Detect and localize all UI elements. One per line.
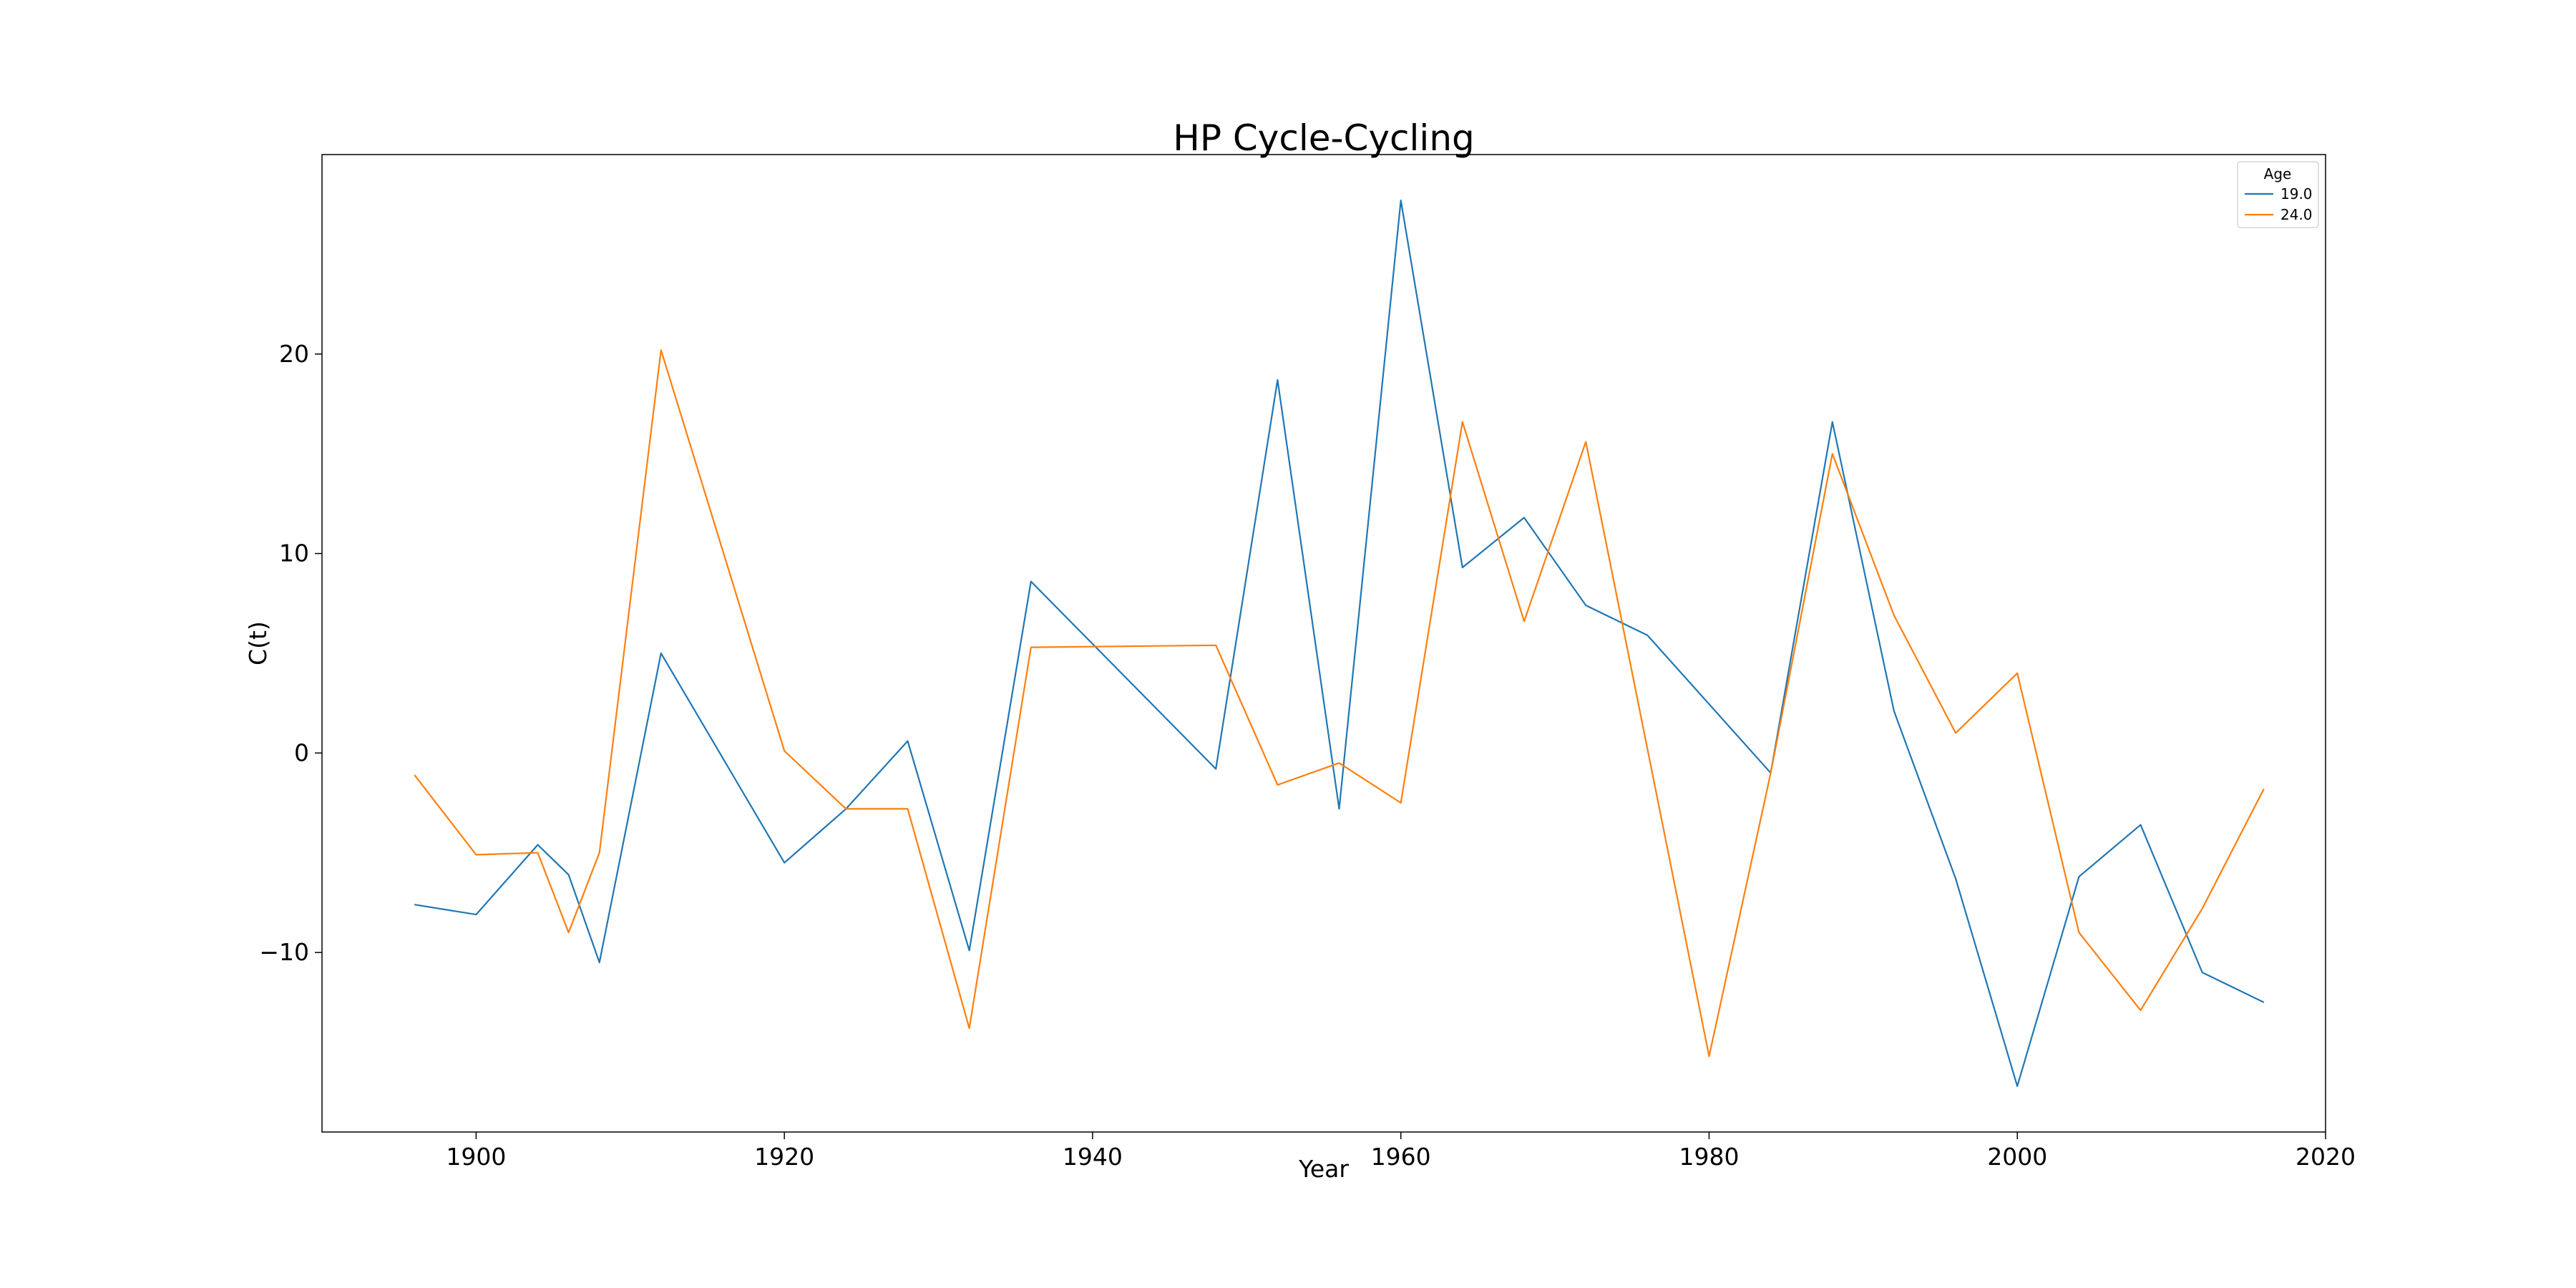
legend-box bbox=[2237, 161, 2319, 228]
x-tick-label: 1940 bbox=[1063, 1143, 1123, 1171]
x-axis-label: Year bbox=[1298, 1155, 1349, 1183]
plot-area: 1900 1920 1940 1960 1980 2000 2020 −10 0 10 20 bbox=[259, 154, 2356, 1171]
y-tick-label: −10 bbox=[259, 938, 309, 966]
y-axis-label: C(t) bbox=[244, 621, 272, 665]
x-tick-label: 1960 bbox=[1371, 1143, 1431, 1171]
legend: Age 19.0 24.0 bbox=[2237, 161, 2319, 228]
y-tick-label: 0 bbox=[294, 738, 309, 766]
y-axis: −10 0 10 20 bbox=[259, 340, 322, 966]
legend-entry-24.0: 24.0 bbox=[2280, 206, 2313, 223]
x-tick-label: 2020 bbox=[2296, 1143, 2356, 1171]
plot-frame bbox=[321, 154, 2326, 1133]
series-layer bbox=[414, 200, 2265, 1088]
x-tick-label: 1920 bbox=[754, 1143, 814, 1171]
series-line-24.0 bbox=[414, 349, 2265, 1058]
y-tick-label: 20 bbox=[279, 340, 309, 368]
x-axis: 1900 1920 1940 1960 1980 2000 2020 bbox=[446, 1132, 2356, 1171]
legend-title: Age bbox=[2264, 165, 2292, 182]
legend-entries: 19.0 24.0 bbox=[2245, 185, 2313, 223]
legend-entry-19.0: 19.0 bbox=[2280, 185, 2313, 203]
x-tick-label: 1980 bbox=[1679, 1143, 1739, 1171]
y-tick-label: 10 bbox=[279, 540, 309, 567]
series-line-19.0 bbox=[414, 200, 2265, 1088]
chart-title: HP Cycle-Cycling bbox=[1173, 117, 1475, 159]
x-tick-label: 1900 bbox=[446, 1143, 506, 1171]
x-tick-label: 2000 bbox=[1987, 1143, 2047, 1171]
